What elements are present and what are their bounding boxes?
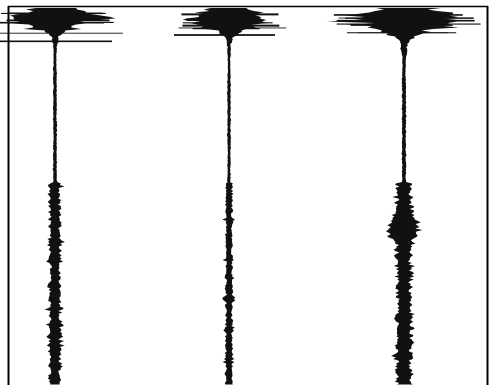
trace-group [0,8,481,385]
trace-1 [3,8,116,385]
